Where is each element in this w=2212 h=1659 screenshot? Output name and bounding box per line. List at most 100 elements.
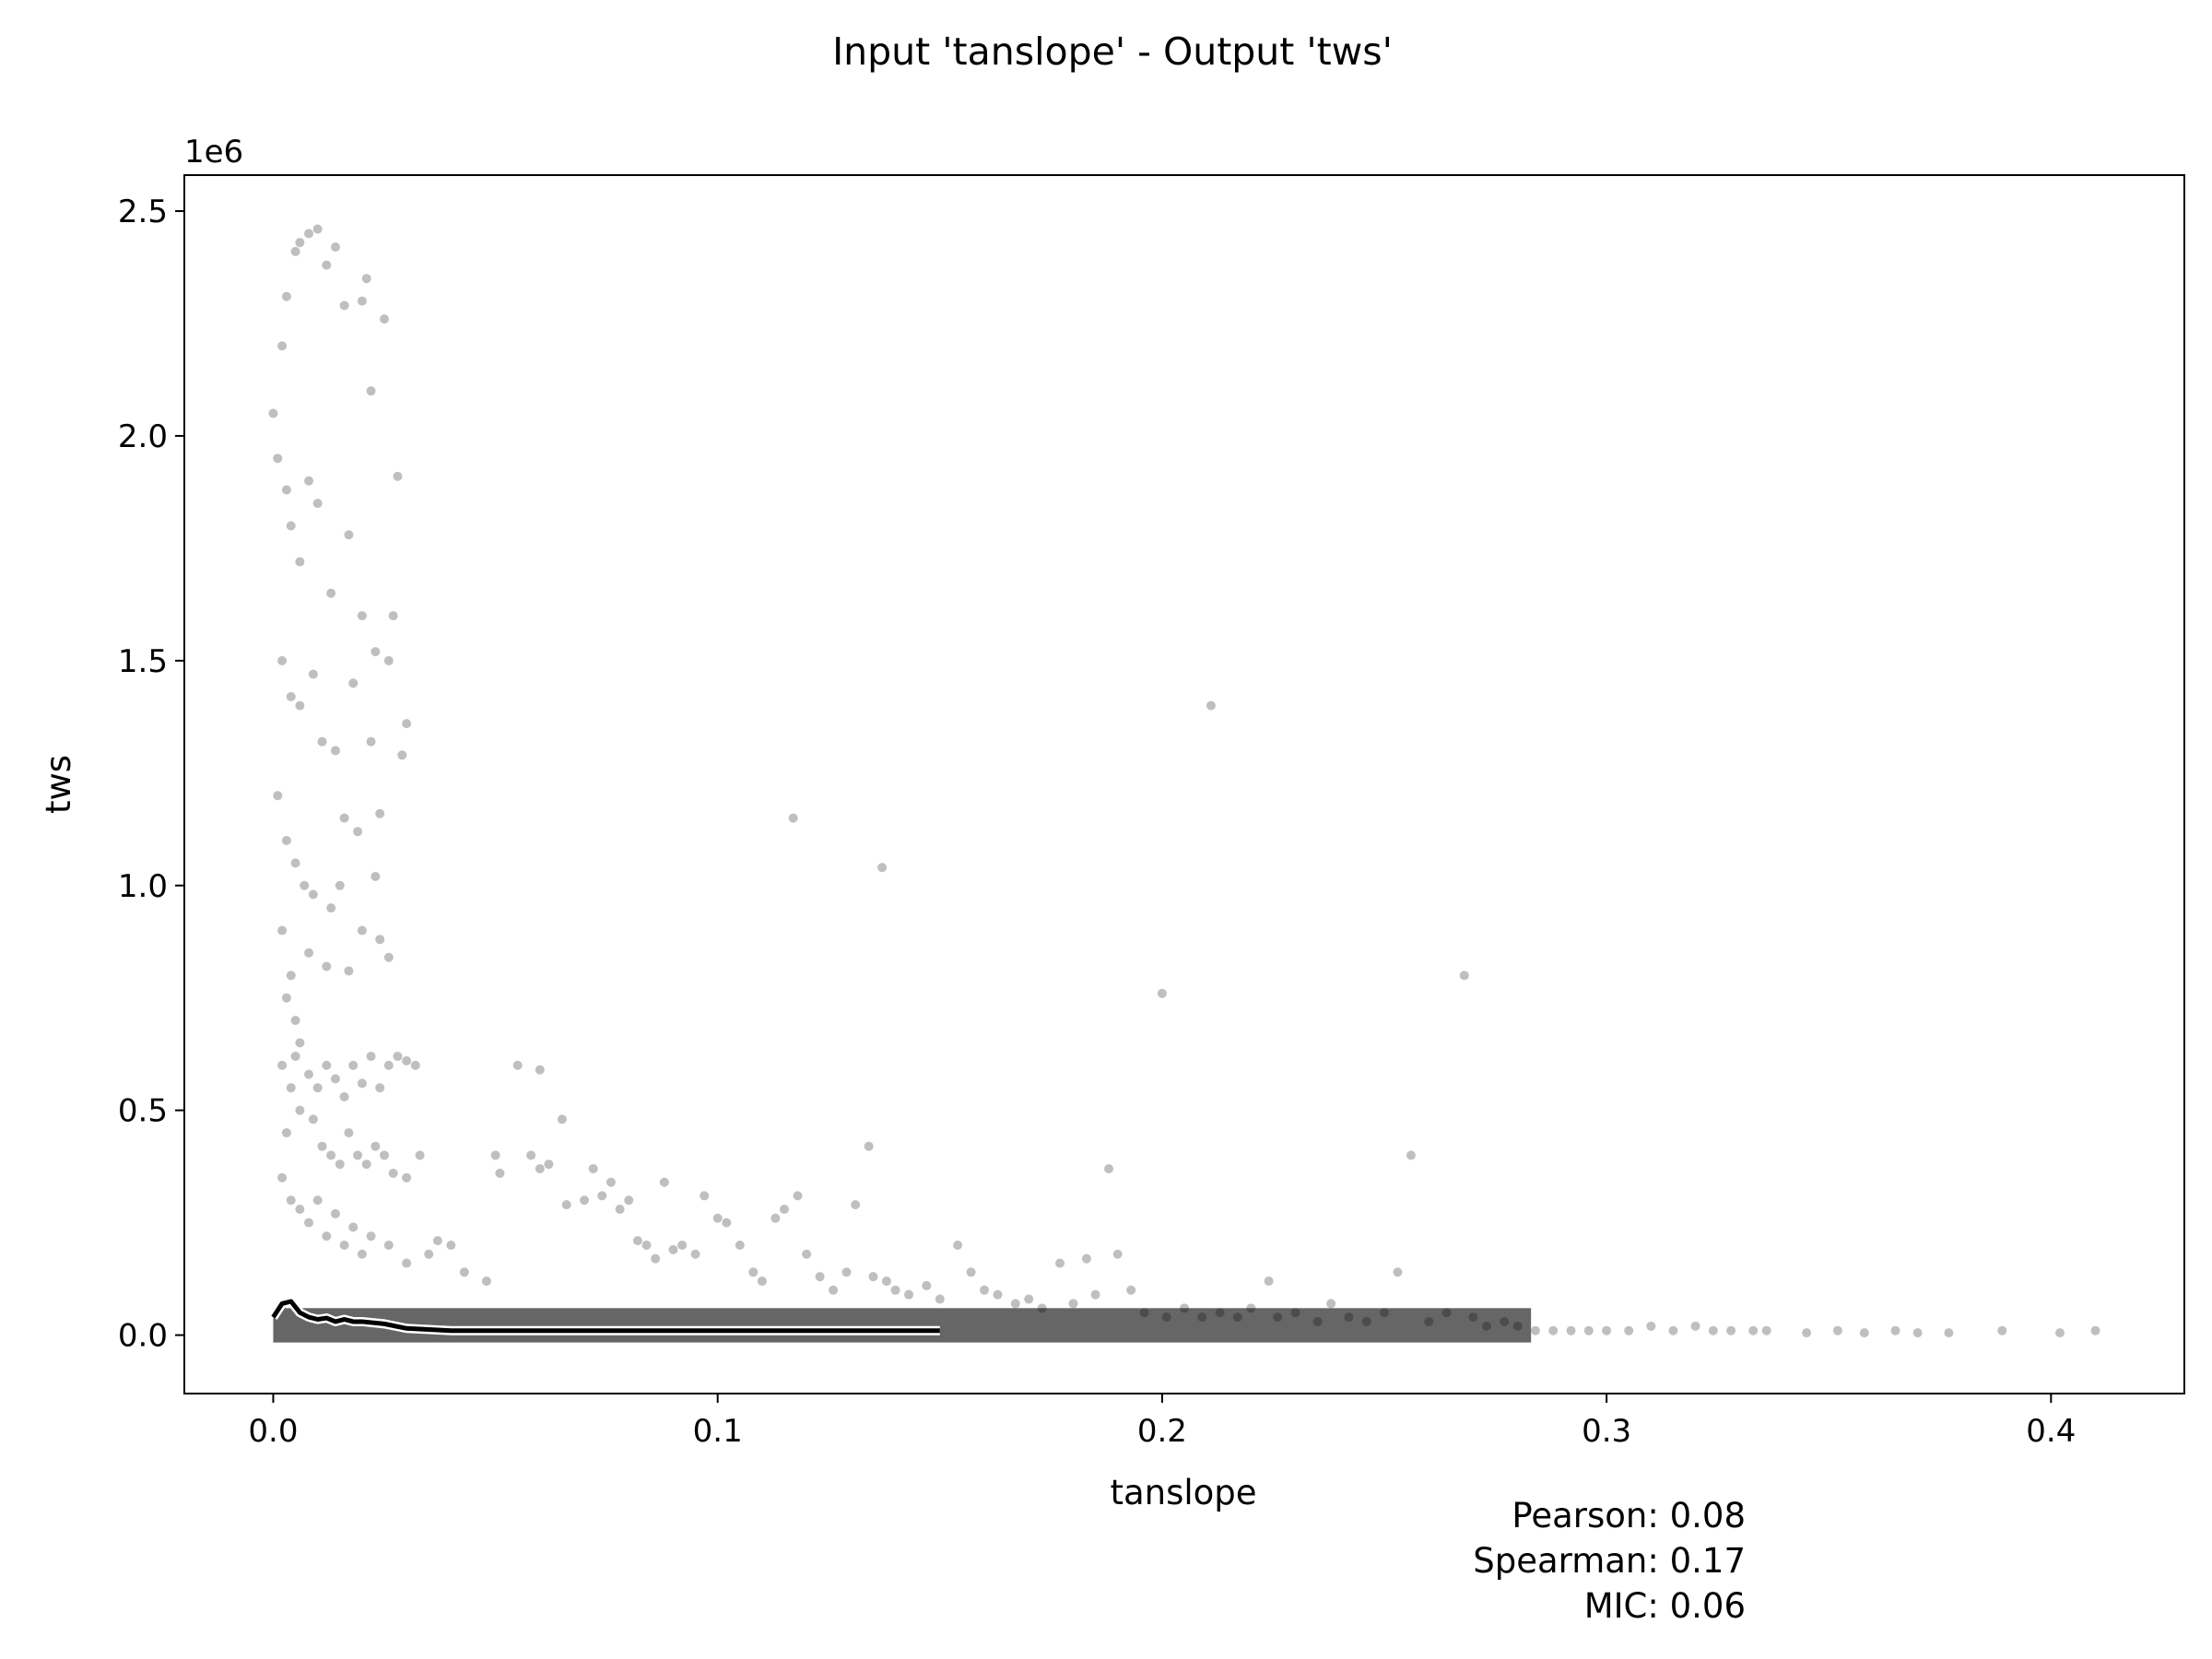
- scatter-point: [432, 1236, 442, 1246]
- scatter-point: [1104, 1164, 1114, 1174]
- scatter-point: [366, 386, 376, 396]
- scatter-point: [277, 341, 288, 351]
- plot-area: [268, 224, 2100, 1343]
- scatter-point: [295, 1105, 305, 1115]
- y-tick-label: 0.0: [118, 1318, 168, 1355]
- scatter-point: [1530, 1325, 1540, 1335]
- scatter-point: [1944, 1328, 1954, 1338]
- scatter-point: [295, 557, 305, 567]
- scatter-point: [281, 291, 291, 301]
- y-tick-label: 2.5: [118, 194, 168, 230]
- scatter-point: [317, 736, 327, 747]
- scatter-point: [410, 1060, 420, 1070]
- scatter-point: [2090, 1325, 2100, 1335]
- scatter-point: [330, 746, 340, 756]
- scatter-point: [1441, 1308, 1452, 1318]
- scatter-point: [757, 1277, 767, 1287]
- scatter-point: [1424, 1316, 1434, 1326]
- x-axis: 0.0 0.1 0.2 0.3 0.4: [248, 1394, 2076, 1450]
- scatter-point: [1326, 1299, 1336, 1309]
- scatter-point: [1761, 1325, 1771, 1335]
- scatter-point: [1344, 1312, 1354, 1323]
- scatter-point: [393, 471, 403, 481]
- scatter-point: [712, 1213, 723, 1223]
- scatter-point: [2054, 1328, 2065, 1338]
- scatter-point: [383, 655, 394, 665]
- scatter-point: [735, 1241, 745, 1251]
- scatter-point: [286, 521, 296, 531]
- scatter-point: [304, 1069, 314, 1079]
- scatter-point: [304, 476, 314, 486]
- scatter-point: [371, 872, 381, 882]
- scatter-point: [1726, 1325, 1736, 1335]
- scatter-point: [402, 719, 412, 729]
- x-tick-label: 0.3: [1582, 1413, 1631, 1450]
- scatter-point: [1748, 1325, 1759, 1335]
- scatter-point: [322, 1060, 332, 1070]
- scatter-point: [851, 1200, 861, 1210]
- scatter-point: [641, 1241, 652, 1251]
- scatter-point: [1139, 1308, 1149, 1318]
- scatter-point: [383, 1060, 394, 1070]
- scatter-point: [544, 1159, 554, 1170]
- scatter-point: [512, 1060, 523, 1070]
- scatter-point: [335, 1159, 345, 1170]
- scatter-point: [1081, 1253, 1091, 1264]
- scatter-point: [793, 1191, 803, 1201]
- scatter-point: [877, 863, 888, 873]
- scatter-point: [535, 1164, 545, 1174]
- scatter-point: [361, 274, 371, 284]
- scatter-point: [339, 1241, 349, 1251]
- scatter-point: [304, 1218, 314, 1228]
- scatter-point: [459, 1267, 469, 1277]
- scatter-point: [1380, 1308, 1389, 1318]
- scatter-point: [1624, 1325, 1634, 1335]
- scatter-point: [304, 947, 314, 958]
- scatter-point: [348, 678, 359, 688]
- scatter-point: [557, 1114, 567, 1124]
- scatter-point: [375, 935, 385, 945]
- x-tick-label: 0.4: [2026, 1413, 2076, 1450]
- scatter-point: [606, 1177, 616, 1187]
- scatter-point: [1246, 1303, 1256, 1313]
- y-tick-label: 1.5: [118, 643, 168, 680]
- scatter-point: [1583, 1325, 1594, 1335]
- scatter-point: [357, 611, 367, 621]
- scatter-point: [1690, 1321, 1700, 1331]
- scatter-point: [1668, 1325, 1678, 1335]
- scatter-point: [1112, 1249, 1123, 1259]
- scatter-point: [286, 971, 296, 981]
- scatter-point: [353, 1150, 363, 1160]
- scatter-point: [677, 1241, 688, 1251]
- scatter-point: [353, 827, 363, 837]
- scatter-point: [771, 1213, 781, 1223]
- scatter-point: [1566, 1325, 1576, 1335]
- scatter-point: [722, 1218, 732, 1228]
- scatter-point: [780, 1204, 789, 1214]
- scatter-point: [668, 1244, 678, 1254]
- scatter-point: [864, 1141, 874, 1151]
- scatter-point: [1054, 1258, 1065, 1268]
- y-tick-label: 0.5: [118, 1093, 168, 1130]
- scatter-point: [344, 530, 354, 540]
- scatter-point: [881, 1277, 891, 1287]
- scatter-point: [286, 1083, 296, 1093]
- scatter-point: [344, 1128, 354, 1138]
- spearman-stat: Spearman: 0.17: [1473, 1541, 1746, 1581]
- scatter-point: [588, 1164, 598, 1174]
- scatter-point: [495, 1168, 505, 1178]
- scatter-point: [953, 1241, 963, 1251]
- scatter-point: [980, 1285, 989, 1295]
- scatter-point: [300, 880, 310, 890]
- scatter-point: [624, 1195, 634, 1206]
- scatter-point: [1024, 1294, 1034, 1304]
- scatter-point: [700, 1191, 710, 1201]
- scatter-point: [1481, 1321, 1491, 1331]
- scatter-point: [632, 1236, 642, 1246]
- scatter-point: [312, 1195, 323, 1206]
- scatter-point: [1361, 1316, 1371, 1326]
- scatter-point: [388, 611, 398, 621]
- scatter-point: [295, 700, 305, 711]
- scatter-point: [1602, 1325, 1612, 1335]
